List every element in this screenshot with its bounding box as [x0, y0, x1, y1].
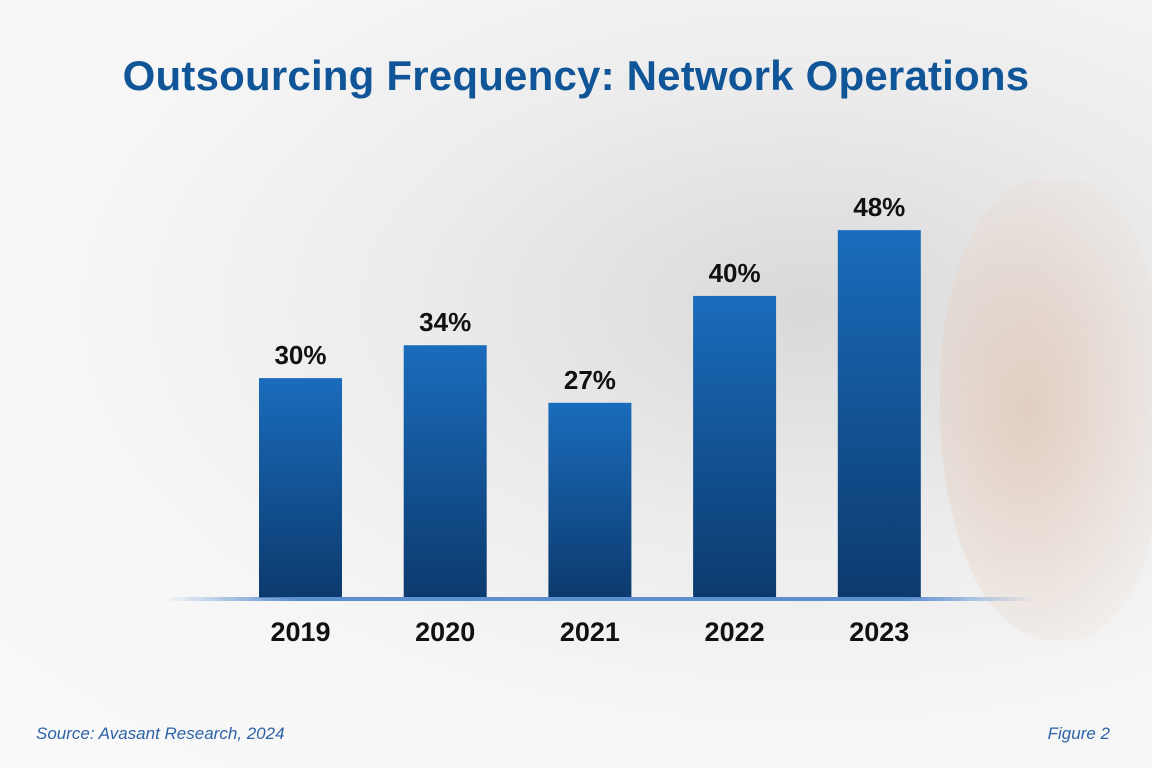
bar-2023: [837, 230, 921, 598]
source-note: Source: Avasant Research, 2024: [36, 724, 285, 743]
data-label: 40%: [709, 258, 761, 288]
x-tick-label: 2020: [415, 617, 475, 647]
x-tick-label: 2019: [270, 617, 330, 647]
x-tick-label: 2022: [705, 617, 765, 647]
bar-2020: [403, 345, 487, 598]
x-tick-label: 2023: [849, 617, 909, 647]
data-label: 30%: [274, 340, 326, 370]
background-hand-image: [940, 180, 1152, 640]
bar-2019: [259, 378, 342, 598]
figure-number: Figure 2: [1047, 724, 1110, 743]
chart-title: Outsourcing Frequency: Network Operation…: [122, 52, 1030, 99]
bar-2021: [548, 402, 632, 598]
x-tick-label: 2021: [560, 617, 620, 647]
data-label: 27%: [564, 365, 616, 395]
bar-2022: [693, 295, 777, 598]
data-label: 34%: [419, 307, 471, 337]
x-axis-line: [165, 597, 1035, 601]
data-label: 48%: [853, 192, 905, 222]
